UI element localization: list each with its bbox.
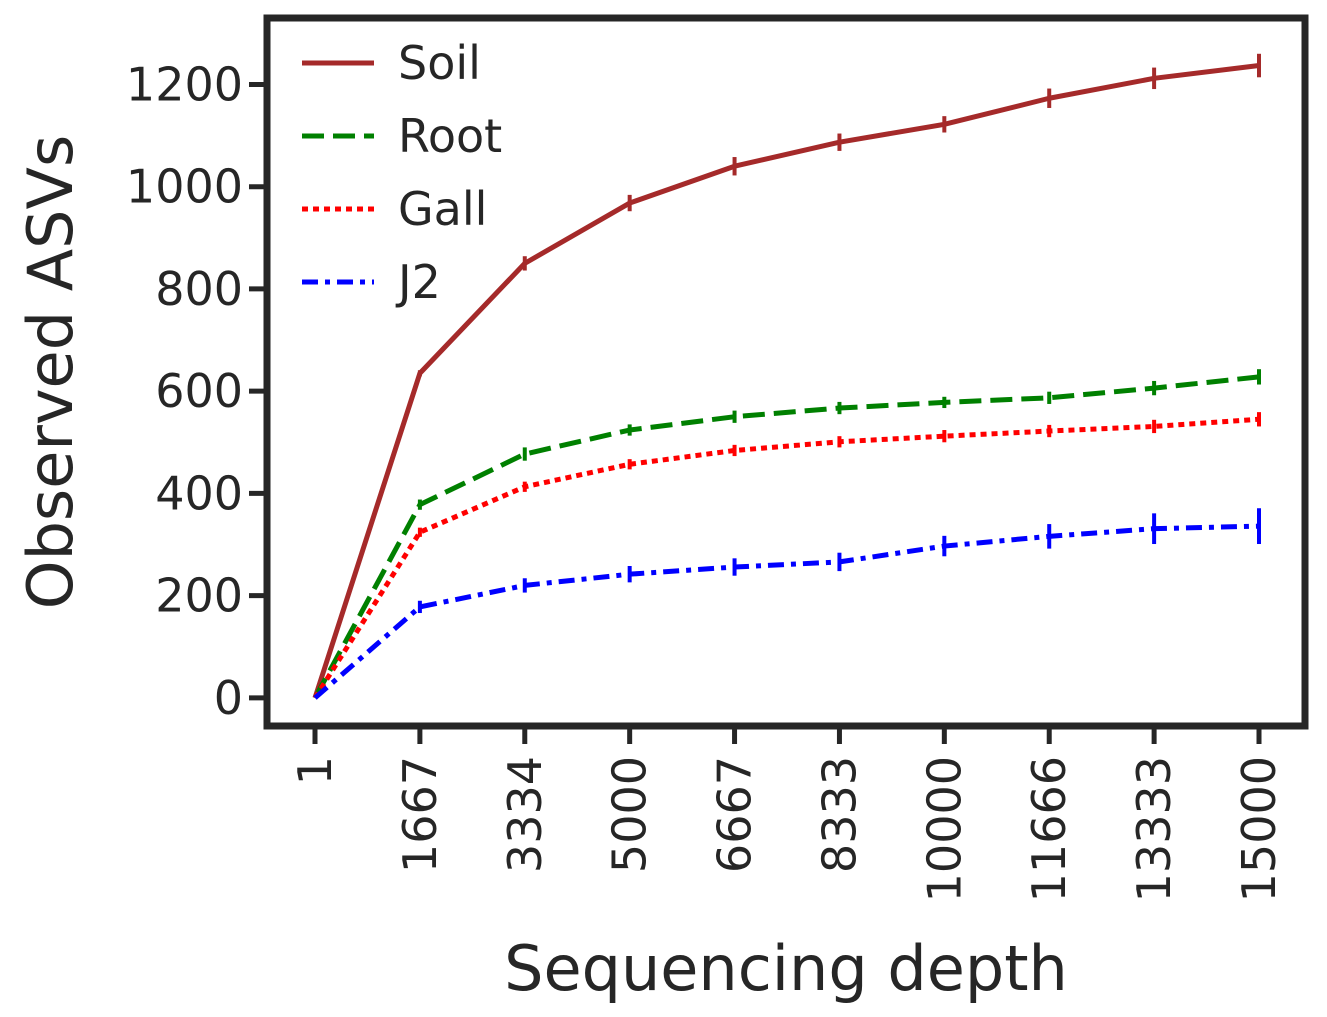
y-axis-label: Observed ASVs (14, 135, 87, 609)
y-tick-label: 200 (155, 569, 243, 623)
series-soil (312, 53, 1261, 699)
legend: Soil Root Gall J2 (302, 36, 502, 309)
y-tick-label: 1000 (126, 160, 243, 214)
x-tick-label: 8333 (812, 756, 866, 873)
x-tick-label: 1667 (393, 756, 447, 873)
x-tick-label: 3334 (498, 756, 552, 873)
x-axis-label: Sequencing depth (504, 932, 1068, 1005)
series-line-soil (312, 63, 1260, 699)
series-root (312, 369, 1261, 700)
x-axis-ticks: 1 1667 3334 5000 6667 8333 10000 11666 13333 1500… (288, 726, 1286, 902)
y-tick-label: 0 (214, 671, 243, 725)
plot-area (263, 14, 1309, 730)
y-tick-label: 400 (155, 466, 243, 520)
legend-label-root: Root (398, 109, 502, 163)
legend-label-j2: J2 (395, 255, 441, 309)
x-tick-label: 6667 (708, 756, 762, 873)
x-tick-label: 1 (288, 756, 342, 785)
y-axis-ticks: 0 200 400 600 800 1000 1200 (126, 57, 267, 725)
x-tick-label: 15000 (1232, 756, 1286, 902)
y-tick-label: 1200 (126, 57, 243, 111)
legend-label-gall: Gall (398, 182, 487, 236)
series-gall (312, 412, 1261, 700)
legend-label-soil: Soil (398, 36, 481, 90)
series-layer (312, 53, 1261, 700)
y-tick-label: 800 (155, 262, 243, 316)
x-tick-label: 13333 (1127, 756, 1181, 902)
y-tick-label: 600 (155, 364, 243, 418)
series-j2 (313, 508, 1261, 700)
series-line-root (312, 374, 1260, 700)
x-tick-label: 10000 (917, 756, 971, 902)
x-tick-label: 5000 (603, 756, 657, 873)
series-line-gall (312, 416, 1260, 700)
x-tick-label: 11666 (1022, 756, 1076, 902)
